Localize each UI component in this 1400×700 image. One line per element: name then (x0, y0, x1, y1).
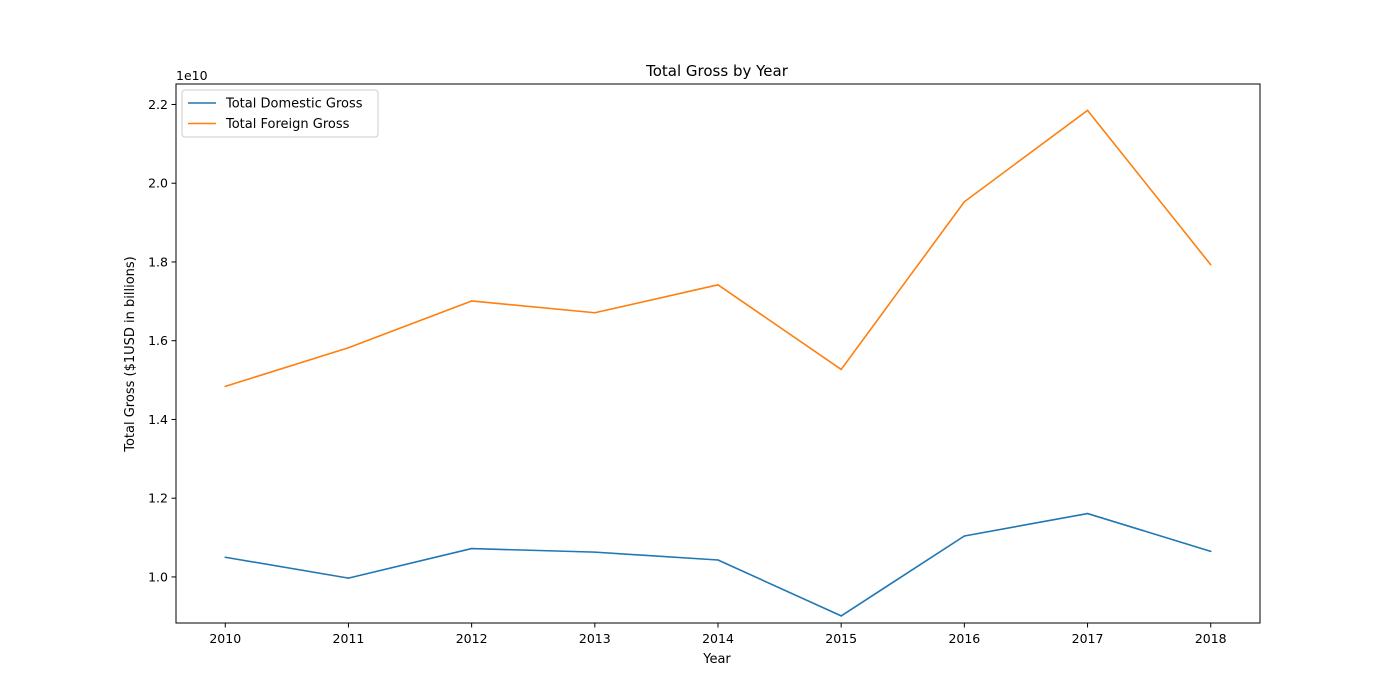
y-axis-label: Total Gross ($1USD in billions) (123, 256, 138, 453)
data-point-1-8 (1209, 263, 1212, 266)
y-axis-offset-label: 1e10 (176, 68, 208, 83)
legend-label-0: Total Domestic Gross (225, 97, 363, 112)
data-point-1-4 (717, 284, 719, 286)
x-axis-label: Year (702, 652, 731, 667)
series-line-1 (225, 109, 1212, 388)
plot-area (175, 83, 1261, 624)
y-tick-label: 2.2 (148, 97, 168, 112)
data-point-0-3 (594, 551, 596, 553)
y-tick-label: 2.0 (148, 176, 168, 191)
chart-title: Total Gross by Year (645, 62, 789, 80)
axes-frame (175, 83, 1261, 624)
legend-box (181, 89, 379, 138)
data-point-0-0 (224, 556, 227, 559)
x-tick-label: 2012 (456, 631, 488, 646)
data-point-0-1 (347, 577, 350, 579)
x-tick-label: 2011 (333, 631, 365, 646)
data-point-0-5 (840, 615, 842, 617)
y-tick-label: 1.8 (148, 254, 168, 269)
data-point-0-6 (963, 535, 966, 537)
data-point-1-7 (1086, 109, 1089, 112)
legend-label-1: Total Foreign Gross (225, 117, 350, 132)
axis-ticks: 2010 2011 2012 2013 2014 2015 2016 2017 2018 1.0 1… (148, 97, 1227, 646)
x-tick-label: 2014 (702, 631, 734, 646)
x-tick-label: 2017 (1072, 631, 1104, 646)
data-point-0-4 (717, 559, 719, 561)
x-tick-label: 2015 (825, 631, 857, 646)
series-line-0 (225, 512, 1211, 617)
x-tick-label: 2010 (209, 631, 241, 646)
data-point-1-0 (224, 385, 227, 388)
data-point-1-2 (470, 300, 473, 302)
x-tick-label: 2016 (948, 631, 980, 646)
x-tick-label: 2018 (1195, 631, 1227, 646)
data-point-0-2 (470, 547, 473, 550)
y-tick-label: 1.4 (148, 412, 168, 427)
data-point-1-1 (347, 346, 350, 349)
y-tick-label: 1.6 (148, 333, 168, 348)
y-tick-label: 1.0 (148, 569, 168, 584)
legend: Total Domestic Gross Total Foreign Gross (181, 89, 379, 138)
data-point-1-3 (594, 311, 596, 314)
data-point-0-7 (1086, 512, 1089, 515)
data-point-1-5 (840, 368, 842, 371)
data-point-0-8 (1209, 550, 1212, 553)
data-point-1-6 (963, 200, 966, 203)
y-tick-label: 1.2 (148, 491, 168, 506)
x-tick-label: 2013 (579, 631, 611, 646)
